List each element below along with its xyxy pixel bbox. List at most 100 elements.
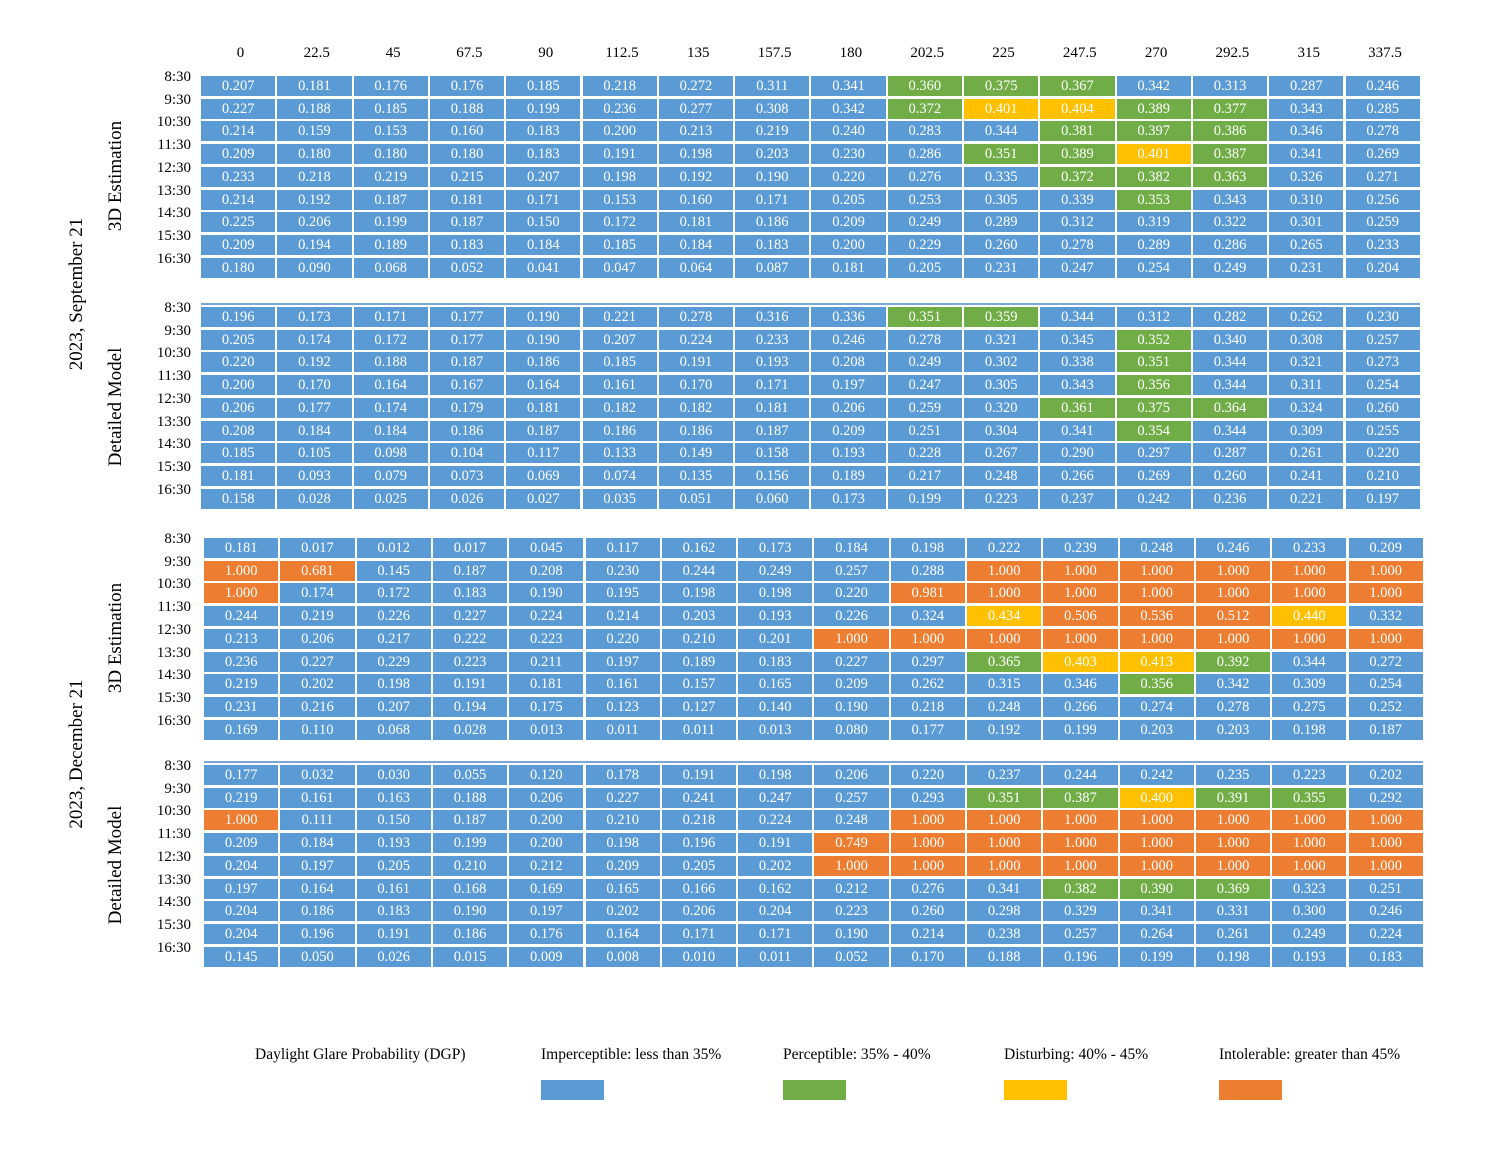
heatmap-cell: 0.536 [1119, 606, 1194, 627]
heatmap-cell: 0.191 [432, 674, 508, 695]
heatmap-cell: 0.028 [277, 488, 352, 509]
heatmap-cell: 0.275 [1272, 696, 1347, 717]
heatmap-cell: 0.013 [738, 719, 813, 740]
heatmap-cell: 0.198 [1272, 719, 1347, 740]
heatmap-cell: 0.233 [1345, 234, 1420, 255]
time-label: 14:30 [156, 436, 191, 453]
heatmap-cell: 0.198 [356, 674, 431, 695]
time-label: 12:30 [156, 159, 191, 176]
heatmap-cell: 0.173 [811, 488, 886, 509]
legend-label: Disturbing: 40% - 45% [1004, 1046, 1149, 1063]
heatmap-cell: 1.000 [967, 810, 1042, 831]
heatmap-cell: 0.506 [1043, 606, 1118, 627]
heatmap-cell: 0.068 [356, 719, 431, 740]
heatmap-cell: 0.200 [509, 833, 584, 854]
column-header: 67.5 [456, 45, 483, 61]
heatmap-cell: 0.262 [890, 674, 965, 695]
heatmap-cell: 0.277 [658, 98, 734, 119]
heatmap-cell: 0.343 [1040, 375, 1115, 396]
heatmap-cell: 0.184 [280, 833, 355, 854]
heatmap-cell: 1.000 [890, 855, 965, 876]
heatmap-cell: 0.244 [661, 560, 737, 581]
heatmap-cell: 0.181 [429, 189, 505, 210]
heatmap-cell: 0.150 [356, 810, 431, 831]
heatmap-cell: 0.184 [658, 234, 734, 255]
heatmap-cell: 0.981 [890, 583, 965, 604]
heatmap-cell: 0.235 [1195, 765, 1271, 785]
heatmap-cell: 1.000 [1195, 810, 1271, 831]
heatmap-cell: 0.403 [1043, 651, 1118, 672]
heatmap-cell: 0.217 [356, 628, 431, 649]
heatmap-cell: 0.191 [661, 765, 737, 785]
heatmap-cell: 0.324 [1269, 397, 1344, 418]
heatmap-cell: 0.220 [814, 583, 889, 604]
time-label: 14:30 [156, 894, 191, 911]
time-label: 14:30 [156, 667, 191, 684]
heatmap-cell: 0.207 [356, 696, 431, 717]
heatmap-cell: 0.242 [1119, 765, 1194, 785]
heatmap-cell: 1.000 [1348, 560, 1423, 581]
heatmap-cell: 0.186 [506, 352, 581, 373]
heatmap-cell: 0.164 [506, 375, 581, 396]
heatmap-cell: 0.214 [201, 121, 276, 142]
heatmap-cell: 0.265 [1269, 234, 1344, 255]
column-header: 180 [839, 45, 863, 61]
heatmap-cell: 0.311 [735, 76, 810, 96]
heatmap-cell: 0.344 [1192, 375, 1268, 396]
heatmap-cell: 0.207 [201, 76, 276, 96]
heatmap-cell: 0.310 [1269, 189, 1344, 210]
time-label: 13:30 [156, 413, 191, 430]
date-label: 2023, December 21 [66, 678, 87, 829]
heatmap-cell: 0.312 [1116, 307, 1191, 327]
heatmap-cell: 1.000 [967, 583, 1042, 604]
heatmap-cell: 0.218 [277, 166, 352, 187]
heatmap-cell: 0.200 [509, 810, 584, 831]
heatmap-cell: 0.331 [1195, 901, 1271, 922]
heatmap-cell: 0.286 [1192, 234, 1268, 255]
heatmap-cell: 1.000 [1195, 583, 1271, 604]
heatmap-cell: 0.365 [967, 651, 1042, 672]
heatmap-cell: 0.173 [738, 538, 813, 558]
heatmap-cell: 1.000 [967, 833, 1042, 854]
heatmap-cell: 0.335 [964, 166, 1039, 187]
heatmap-cell: 0.198 [585, 833, 660, 854]
heatmap-cell: 0.253 [887, 189, 962, 210]
panel-separator [204, 761, 1423, 763]
heatmap-cell: 0.375 [1116, 397, 1191, 418]
heatmap-cell: 0.047 [582, 257, 657, 278]
heatmap-cell: 0.188 [432, 787, 508, 808]
heatmap-cell: 1.000 [967, 560, 1042, 581]
heatmap-cell: 0.190 [814, 923, 889, 944]
heatmap-cell: 1.000 [204, 560, 279, 581]
heatmap-cell: 0.209 [201, 234, 276, 255]
heatmap-cell: 0.218 [890, 696, 965, 717]
heatmap-cell: 0.174 [277, 329, 352, 350]
heatmap-cell: 0.237 [967, 765, 1042, 785]
heatmap-cell: 0.339 [1040, 189, 1115, 210]
heatmap-cell: 0.278 [887, 329, 962, 350]
heatmap-cell: 0.209 [811, 212, 886, 233]
heatmap-cell: 0.206 [280, 628, 355, 649]
time-label: 10:30 [156, 114, 191, 131]
heatmap-cell: 0.204 [1345, 257, 1420, 278]
column-header: 315 [1297, 45, 1320, 61]
heatmap-cell: 0.216 [280, 696, 355, 717]
heatmap-cell: 0.249 [887, 352, 962, 373]
heatmap-cell: 0.180 [429, 144, 505, 165]
heatmap-cell: 0.191 [582, 144, 657, 165]
heatmap-cell: 0.169 [509, 878, 584, 899]
heatmap-cell: 0.367 [1040, 76, 1115, 96]
heatmap-cell: 0.026 [356, 946, 431, 967]
heatmap-cell: 0.242 [1116, 488, 1191, 509]
heatmap-cell: 0.309 [1269, 420, 1344, 441]
heatmap-cell: 0.202 [280, 674, 355, 695]
heatmap-cell: 0.190 [509, 583, 584, 604]
method-label: 3D Estimation [105, 120, 126, 232]
heatmap-cell: 0.248 [967, 696, 1042, 717]
heatmap-cell: 0.180 [201, 257, 276, 278]
heatmap-cell: 0.030 [356, 765, 431, 785]
heatmap-cell: 0.197 [1345, 488, 1420, 509]
heatmap-cell: 0.241 [661, 787, 737, 808]
heatmap-cell: 0.260 [1345, 397, 1420, 418]
heatmap-cell: 0.184 [277, 420, 352, 441]
